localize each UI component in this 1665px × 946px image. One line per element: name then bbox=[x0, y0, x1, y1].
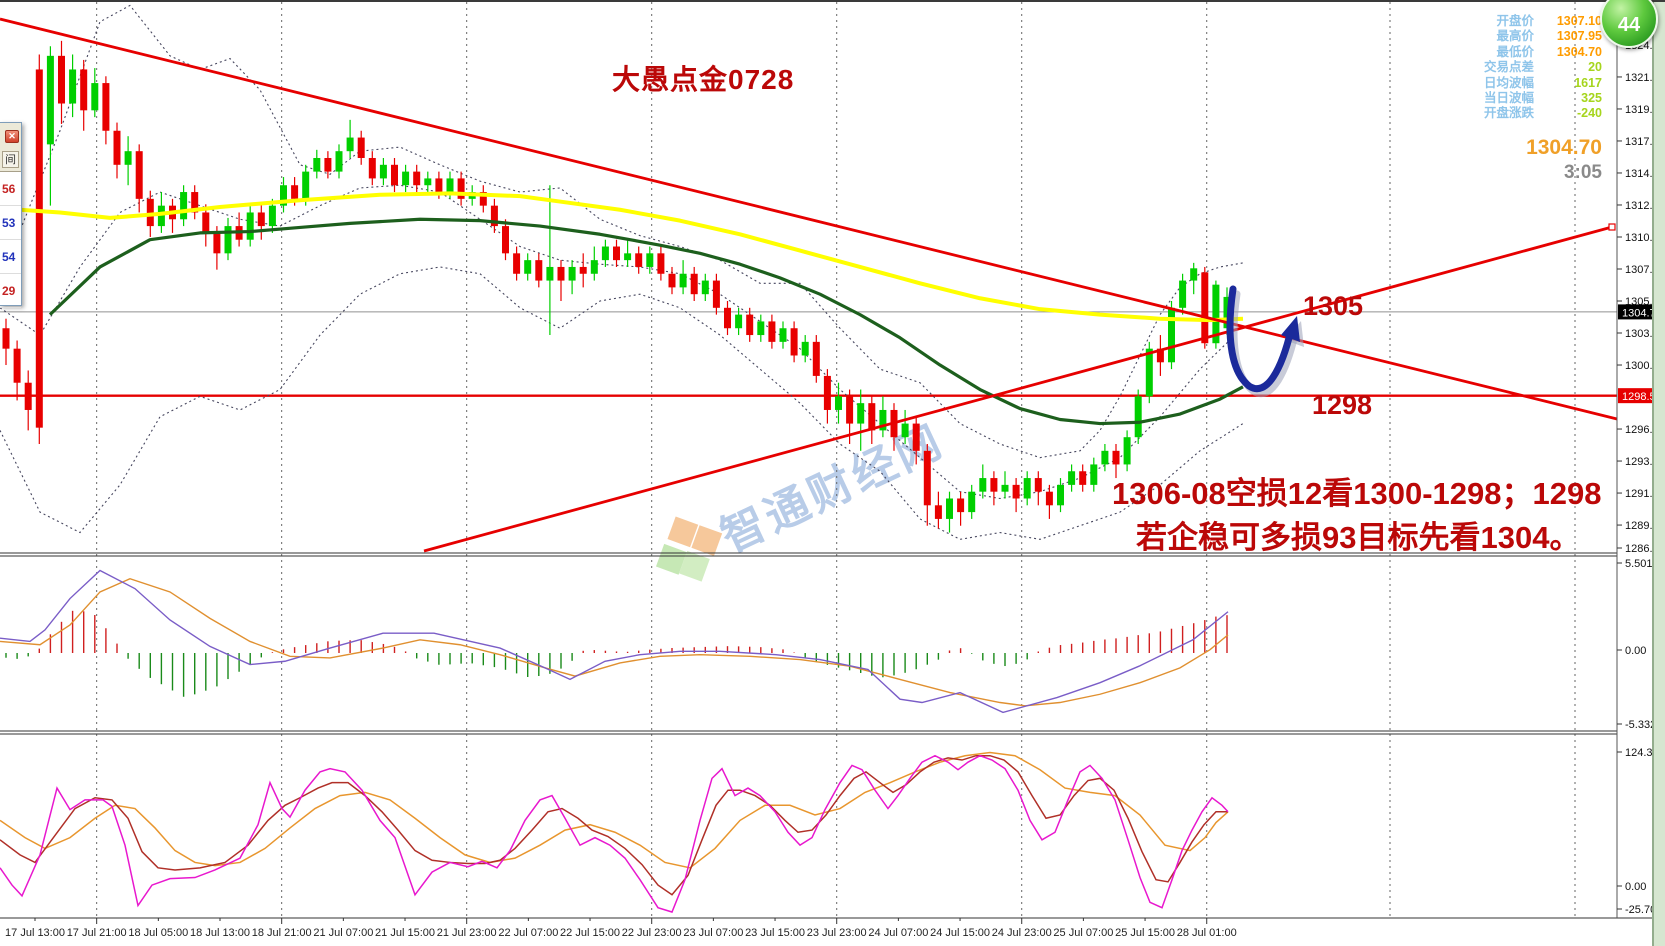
svg-text:23 Jul 07:00: 23 Jul 07:00 bbox=[683, 927, 743, 939]
svg-text:-5.332: -5.332 bbox=[1625, 719, 1656, 731]
time-axis: 17 Jul 13:00 17 Jul 21:00 18 Jul 05:00 18 J… bbox=[5, 918, 1237, 939]
trend-lines bbox=[0, 17, 1618, 553]
reference-lines bbox=[0, 311, 1617, 397]
quote-info-row: 开盘涨跌 -240 bbox=[1483, 106, 1602, 121]
quote-info-row: 最低价 1304.70 bbox=[1496, 44, 1602, 59]
support-label-1298: 1298 bbox=[1312, 390, 1373, 420]
svg-text:28 Jul 01:00: 28 Jul 01:00 bbox=[1177, 927, 1237, 939]
svg-text:18 Jul 05:00: 18 Jul 05:00 bbox=[128, 927, 188, 939]
svg-text:1304.70: 1304.70 bbox=[1622, 307, 1662, 319]
svg-text:21 Jul 15:00: 21 Jul 15:00 bbox=[375, 927, 435, 939]
svg-text:25 Jul 07:00: 25 Jul 07:00 bbox=[1053, 927, 1113, 939]
candles-layer bbox=[2, 40, 1231, 533]
svg-text:0.00: 0.00 bbox=[1625, 881, 1646, 893]
server-time-readout: 3:05 bbox=[1563, 161, 1602, 183]
side-panel-edge bbox=[1652, 0, 1665, 946]
window-top-border bbox=[0, 0, 1665, 2]
quote-info-row: 日均波幅 1617 bbox=[1483, 75, 1602, 90]
moving-averages bbox=[0, 191, 1244, 426]
svg-text:5.501: 5.501 bbox=[1625, 558, 1653, 570]
macd-panel bbox=[0, 569, 1229, 714]
svg-text:24 Jul 07:00: 24 Jul 07:00 bbox=[868, 927, 928, 939]
badge-count: 44 bbox=[1617, 14, 1641, 36]
stochastic-panel bbox=[0, 751, 1229, 913]
quotes-popup-window: ✕ 间 56 53 54 29 bbox=[0, 122, 22, 308]
svg-text:24 Jul 23:00: 24 Jul 23:00 bbox=[992, 927, 1052, 939]
svg-text:25 Jul 15:00: 25 Jul 15:00 bbox=[1115, 927, 1175, 939]
svg-text:22 Jul 23:00: 22 Jul 23:00 bbox=[622, 927, 682, 939]
svg-text:21 Jul 07:00: 21 Jul 07:00 bbox=[313, 927, 373, 939]
popup-column-header: 间 bbox=[2, 151, 19, 168]
trade-plan-annotation-line2: 若企稳可多损93目标先看1304。 bbox=[1136, 520, 1581, 555]
quote-info-rows: 开盘价 1307.10 最高价 1307.95 最低价 1304.70 交易点差 20 日均波幅… bbox=[1484, 14, 1602, 122]
notification-badge[interactable]: 44 bbox=[1600, 0, 1658, 48]
svg-text:23 Jul 15:00: 23 Jul 15:00 bbox=[745, 927, 805, 939]
grid-lines bbox=[96, 2, 1576, 918]
target-label-1305: 1305 bbox=[1303, 291, 1364, 321]
quote-info-row: 当日波幅 325 bbox=[1483, 91, 1602, 106]
quote-info-row: 最高价 1307.95 bbox=[1496, 29, 1602, 44]
bollinger-bands bbox=[0, 4, 1244, 540]
quote-info-panel: 开盘价 1307.10 最高价 1307.95 最低价 1304.70 交易点差 20 日均波幅… bbox=[1484, 14, 1602, 184]
svg-text:22 Jul 15:00: 22 Jul 15:00 bbox=[560, 927, 620, 939]
svg-text:22 Jul 07:00: 22 Jul 07:00 bbox=[498, 927, 558, 939]
popup-quote-row[interactable]: 53 bbox=[0, 206, 21, 240]
svg-text:1298.55: 1298.55 bbox=[1622, 391, 1662, 403]
quote-info-row: 交易点差 20 bbox=[1483, 60, 1602, 75]
projection-arrow bbox=[1226, 285, 1304, 397]
svg-text:17 Jul 13:00: 17 Jul 13:00 bbox=[5, 927, 65, 939]
svg-text:18 Jul 13:00: 18 Jul 13:00 bbox=[190, 927, 250, 939]
popup-quote-row[interactable]: 56 bbox=[0, 172, 21, 206]
svg-text:0.00: 0.00 bbox=[1625, 645, 1646, 657]
svg-text:23 Jul 23:00: 23 Jul 23:00 bbox=[807, 927, 867, 939]
svg-text:24 Jul 15:00: 24 Jul 15:00 bbox=[930, 927, 990, 939]
svg-text:21 Jul 23:00: 21 Jul 23:00 bbox=[437, 927, 497, 939]
panel-borders bbox=[0, 0, 1665, 919]
current-price-readout: 1304.70 bbox=[1526, 135, 1602, 159]
chart-title-annotation: 大愚点金0728 bbox=[612, 64, 795, 95]
svg-text:18 Jul 21:00: 18 Jul 21:00 bbox=[252, 927, 312, 939]
quote-info-row: 开盘价 1307.10 bbox=[1496, 14, 1602, 28]
close-icon[interactable]: ✕ bbox=[5, 130, 19, 143]
svg-text:17 Jul 21:00: 17 Jul 21:00 bbox=[67, 927, 127, 939]
popup-quote-row[interactable]: 29 bbox=[0, 274, 21, 308]
popup-quote-list: 56 53 54 29 bbox=[0, 171, 21, 308]
popup-quote-row[interactable]: 54 bbox=[0, 240, 21, 274]
trade-plan-annotation-line1: 1306-08空损12看1300-1298；1298 bbox=[1112, 476, 1602, 511]
